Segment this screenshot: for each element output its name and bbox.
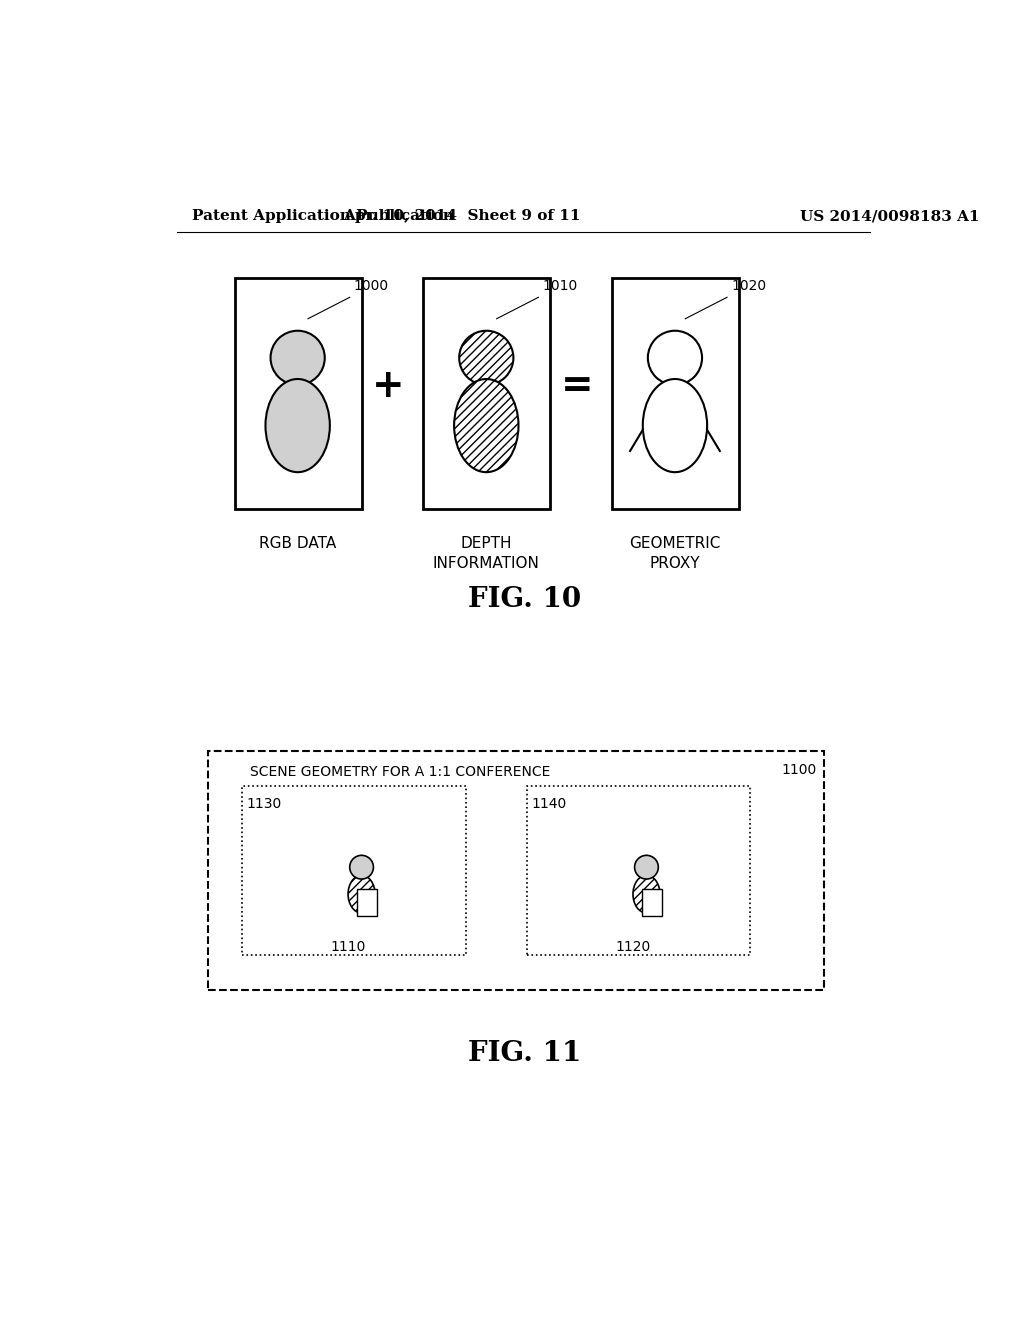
Text: 1110: 1110 bbox=[331, 940, 367, 954]
Bar bbox=[611, 277, 739, 508]
Bar bbox=[423, 277, 550, 508]
Ellipse shape bbox=[633, 875, 659, 913]
Bar bbox=[642, 888, 662, 916]
Text: 1120: 1120 bbox=[615, 940, 651, 954]
Text: 1130: 1130 bbox=[246, 797, 282, 812]
Ellipse shape bbox=[454, 379, 518, 473]
Text: SCENE GEOMETRY FOR A 1:1 CONFERENCE: SCENE GEOMETRY FOR A 1:1 CONFERENCE bbox=[250, 766, 550, 779]
Text: US 2014/0098183 A1: US 2014/0098183 A1 bbox=[801, 209, 980, 223]
Ellipse shape bbox=[270, 331, 325, 385]
Bar bbox=[234, 277, 361, 508]
Text: =: = bbox=[561, 367, 594, 404]
Text: Patent Application Publication: Patent Application Publication bbox=[193, 209, 455, 223]
Text: +: + bbox=[372, 367, 404, 404]
Ellipse shape bbox=[459, 331, 513, 385]
Ellipse shape bbox=[348, 875, 375, 913]
Text: 1100: 1100 bbox=[781, 763, 816, 777]
Ellipse shape bbox=[635, 855, 658, 879]
Text: 1000: 1000 bbox=[308, 279, 389, 319]
Bar bbox=[357, 888, 377, 916]
Text: FIG. 11: FIG. 11 bbox=[468, 1040, 582, 1067]
Ellipse shape bbox=[265, 379, 330, 473]
Text: 1140: 1140 bbox=[531, 797, 566, 812]
Ellipse shape bbox=[648, 331, 702, 385]
Text: RGB DATA: RGB DATA bbox=[259, 536, 336, 550]
Text: 1010: 1010 bbox=[497, 279, 578, 319]
Text: GEOMETRIC
PROXY: GEOMETRIC PROXY bbox=[630, 536, 721, 570]
Bar bbox=[527, 785, 751, 956]
Ellipse shape bbox=[350, 855, 374, 879]
Text: FIG. 10: FIG. 10 bbox=[468, 586, 582, 612]
Text: Apr. 10, 2014  Sheet 9 of 11: Apr. 10, 2014 Sheet 9 of 11 bbox=[343, 209, 581, 223]
Text: 1020: 1020 bbox=[685, 279, 766, 319]
Ellipse shape bbox=[643, 379, 708, 473]
Text: DEPTH
INFORMATION: DEPTH INFORMATION bbox=[433, 536, 540, 570]
Bar bbox=[208, 751, 823, 990]
Bar bbox=[243, 785, 466, 956]
